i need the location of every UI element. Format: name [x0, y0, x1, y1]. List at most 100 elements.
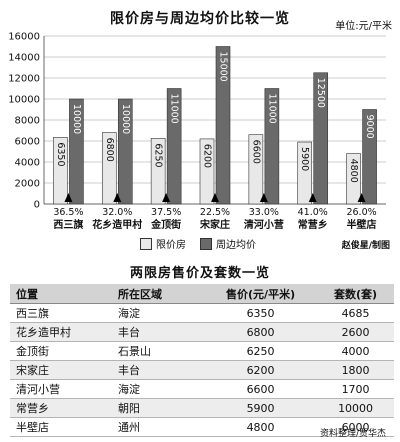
cell-price: 6250: [204, 341, 318, 361]
legend-item-limited: 限价房: [140, 236, 186, 251]
legend-label-limited: 限价房: [156, 240, 186, 251]
ratio-marker: [259, 193, 268, 202]
cell-area: 丰台: [112, 360, 204, 380]
x-category-label: 金顶街: [150, 218, 181, 231]
cell-name: 半壁店: [10, 417, 112, 437]
bar-limited: [101, 132, 117, 205]
cell-price: 6350: [204, 303, 318, 323]
cell-name: 清河小营: [10, 379, 112, 399]
x-category-label: 花乡造甲村: [92, 218, 142, 231]
ratio-label: 41.0%: [298, 207, 328, 218]
sales-table: 位置 所在区域 售价(元/平米) 套数(套) 西三旗 海淀 6350 4685 花乡造甲…: [10, 284, 394, 437]
legend-label-nearby: 周边均价: [216, 240, 256, 251]
cell-count: 6000: [317, 417, 394, 437]
x-category-label: 宋家庄: [199, 218, 230, 231]
cell-name: 西三旗: [10, 303, 112, 323]
header-name: 位置: [10, 284, 112, 304]
header-price: 售价(元/平米): [204, 284, 318, 304]
x-category-label: 常营乡: [298, 218, 328, 231]
cell-count: 4000: [317, 341, 394, 361]
table-row: 西三旗 海淀 6350 4685: [10, 303, 394, 323]
bar-value-label: 4800: [348, 159, 359, 183]
y-tick-label: 0: [34, 200, 40, 211]
x-category-label: 清河小营: [244, 218, 284, 231]
table-title: 两限房售价及套数一览: [129, 266, 270, 281]
header-area: 所在区域: [112, 284, 204, 304]
ratio-marker: [357, 193, 366, 202]
cell-area: 海淀: [112, 303, 204, 323]
cell-count: 2600: [317, 322, 394, 342]
bar-chart: 0 2000 4000 6000 8000 10000 12000 14000 16000 635…: [8, 32, 386, 231]
cell-name: 金顶街: [10, 341, 112, 361]
ratio-marker: [162, 193, 171, 202]
bar-value-label: 6800: [104, 138, 115, 162]
unit-label: 单位:元/平米: [335, 21, 392, 32]
header-count: 套数(套): [317, 284, 394, 304]
bar-limited: [199, 138, 215, 205]
bar-limited: [346, 153, 361, 205]
y-tick-label: 4000: [15, 158, 40, 169]
cell-area: 朝阳: [112, 398, 204, 418]
cell-price: 5900: [204, 398, 318, 418]
cell-name: 常营乡: [10, 398, 112, 418]
y-tick-label: 14000: [8, 53, 40, 64]
bar-value-label: 15000: [218, 52, 229, 82]
ratio-label: 32.0%: [102, 207, 132, 218]
bar-limited: [53, 137, 68, 205]
bar-value-label: 5900: [299, 147, 310, 171]
ratio-marker: [113, 193, 122, 202]
ratio-label: 37.5%: [151, 207, 181, 218]
bar-value-label: 6200: [202, 144, 213, 168]
cell-price: 4800: [204, 417, 318, 437]
y-tick-label: 16000: [8, 32, 40, 43]
bar-nearby: [362, 109, 377, 205]
cell-area: 石景山: [112, 341, 204, 361]
legend-item-nearby: 周边均价: [200, 236, 256, 251]
bar-nearby: [215, 46, 231, 205]
bar-limited: [297, 141, 313, 205]
bar-limited: [248, 134, 264, 205]
bar-nearby: [117, 98, 133, 205]
cell-area: 丰台: [112, 322, 204, 342]
legend-swatch-limited: [140, 237, 152, 250]
ratio-label: 26.0%: [346, 207, 376, 218]
ratio-label: 33.0%: [249, 207, 279, 218]
table-row: 花乡造甲村 丰台 6800 2600: [10, 322, 394, 342]
table-row: 金顶街 石景山 6250 4000: [10, 341, 394, 361]
cell-price: 6200: [204, 360, 318, 380]
bar-value-label: 10000: [120, 104, 131, 134]
bar-limited: [150, 138, 166, 205]
bar-value-label: 6350: [55, 142, 66, 166]
cell-count: 1700: [317, 379, 394, 399]
bar-value-label: 12500: [315, 78, 326, 108]
bar-value-label: 6600: [250, 140, 261, 164]
table-row: 清河小营 海淀 6600 1700: [10, 379, 394, 399]
bar-nearby: [264, 88, 280, 205]
ratio-label: 22.5%: [200, 207, 230, 218]
bar-value-label: 11000: [169, 94, 180, 124]
bar-nearby: [166, 88, 182, 205]
chart-legend: 限价房 周边均价: [140, 236, 256, 251]
cell-price: 6800: [204, 322, 318, 342]
table-header-row: 位置 所在区域 售价(元/平米) 套数(套): [10, 284, 394, 304]
x-category-label: 西三旗: [53, 218, 83, 231]
table-row: 宋家庄 丰台 6200 1800: [10, 360, 394, 380]
bar-value-label: 10000: [71, 104, 82, 134]
legend-swatch-nearby: [200, 237, 212, 250]
cell-name: 宋家庄: [10, 360, 112, 380]
y-tick-label: 6000: [15, 137, 40, 148]
ratio-marker: [308, 193, 317, 202]
chart-title: 限价房与周边均价比较一览: [110, 11, 290, 27]
y-tick-label: 10000: [8, 95, 40, 106]
table-row: 常营乡 朝阳 5900 10000: [10, 398, 394, 418]
ratio-label: 36.5%: [53, 207, 83, 218]
cell-count: 1800: [317, 360, 394, 380]
table-credit: 资料整理/贾华杰: [319, 429, 386, 439]
y-tick-label: 12000: [8, 74, 40, 85]
cell-price: 6600: [204, 379, 318, 399]
chart-credit: 赵俊星/制图: [341, 241, 390, 251]
ratio-marker: [211, 193, 219, 202]
cell-name: 花乡造甲村: [10, 322, 112, 342]
cell-count: 10000: [317, 398, 394, 418]
